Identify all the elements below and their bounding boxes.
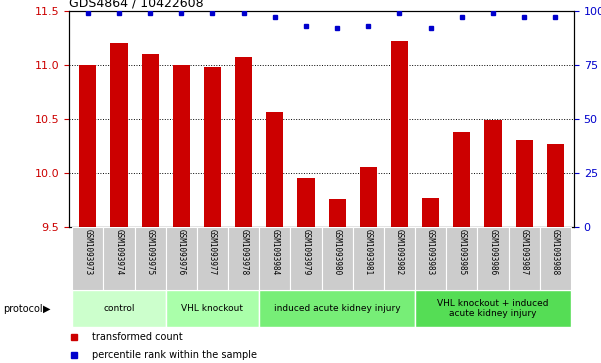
Bar	[360, 167, 377, 227]
Bar	[508, 227, 540, 290]
Bar	[353, 227, 384, 290]
Bar	[290, 227, 322, 290]
Bar	[142, 54, 159, 227]
Bar	[415, 290, 571, 327]
Text: GSM1093977: GSM1093977	[208, 229, 217, 276]
Bar	[484, 120, 501, 227]
Bar	[540, 227, 571, 290]
Text: induced acute kidney injury: induced acute kidney injury	[274, 304, 400, 313]
Bar	[204, 67, 221, 227]
Text: VHL knockout + induced
acute kidney injury: VHL knockout + induced acute kidney inju…	[437, 299, 549, 318]
Bar	[79, 65, 96, 227]
Bar	[453, 132, 471, 227]
Text: transformed count: transformed count	[92, 332, 183, 342]
Bar	[166, 290, 259, 327]
Text: GSM1093985: GSM1093985	[457, 229, 466, 276]
Bar	[384, 227, 415, 290]
Text: GSM1093979: GSM1093979	[302, 229, 311, 276]
Bar	[235, 57, 252, 227]
Text: GSM1093980: GSM1093980	[332, 229, 341, 276]
Bar	[172, 65, 190, 227]
Text: GSM1093986: GSM1093986	[489, 229, 498, 276]
Text: GSM1093978: GSM1093978	[239, 229, 248, 276]
Bar	[166, 227, 197, 290]
Text: protocol: protocol	[3, 303, 43, 314]
Bar	[329, 199, 346, 227]
Text: ▶: ▶	[43, 303, 50, 314]
Bar	[266, 113, 283, 227]
Bar	[72, 290, 166, 327]
Text: GDS4864 / 10422608: GDS4864 / 10422608	[69, 0, 204, 10]
Text: GSM1093974: GSM1093974	[114, 229, 123, 276]
Text: GSM1093973: GSM1093973	[84, 229, 93, 276]
Bar	[72, 227, 103, 290]
Bar	[322, 227, 353, 290]
Bar	[477, 227, 508, 290]
Bar	[446, 227, 477, 290]
Text: GSM1093976: GSM1093976	[177, 229, 186, 276]
Bar	[391, 41, 408, 227]
Text: GSM1093975: GSM1093975	[145, 229, 154, 276]
Bar	[103, 227, 135, 290]
Text: control: control	[103, 304, 135, 313]
Text: GSM1093987: GSM1093987	[520, 229, 529, 276]
Text: GSM1093982: GSM1093982	[395, 229, 404, 276]
Bar	[297, 178, 314, 227]
Bar	[422, 198, 439, 227]
Text: GSM1093988: GSM1093988	[551, 229, 560, 276]
Bar	[135, 227, 166, 290]
Text: GSM1093981: GSM1093981	[364, 229, 373, 276]
Bar	[228, 227, 259, 290]
Text: VHL knockout: VHL knockout	[182, 304, 243, 313]
Bar	[259, 290, 415, 327]
Bar	[516, 140, 532, 227]
Bar	[111, 43, 127, 227]
Text: percentile rank within the sample: percentile rank within the sample	[92, 350, 257, 360]
Text: GSM1093984: GSM1093984	[270, 229, 279, 276]
Bar	[547, 144, 564, 227]
Text: GSM1093983: GSM1093983	[426, 229, 435, 276]
Bar	[415, 227, 446, 290]
Bar	[197, 227, 228, 290]
Bar	[259, 227, 290, 290]
